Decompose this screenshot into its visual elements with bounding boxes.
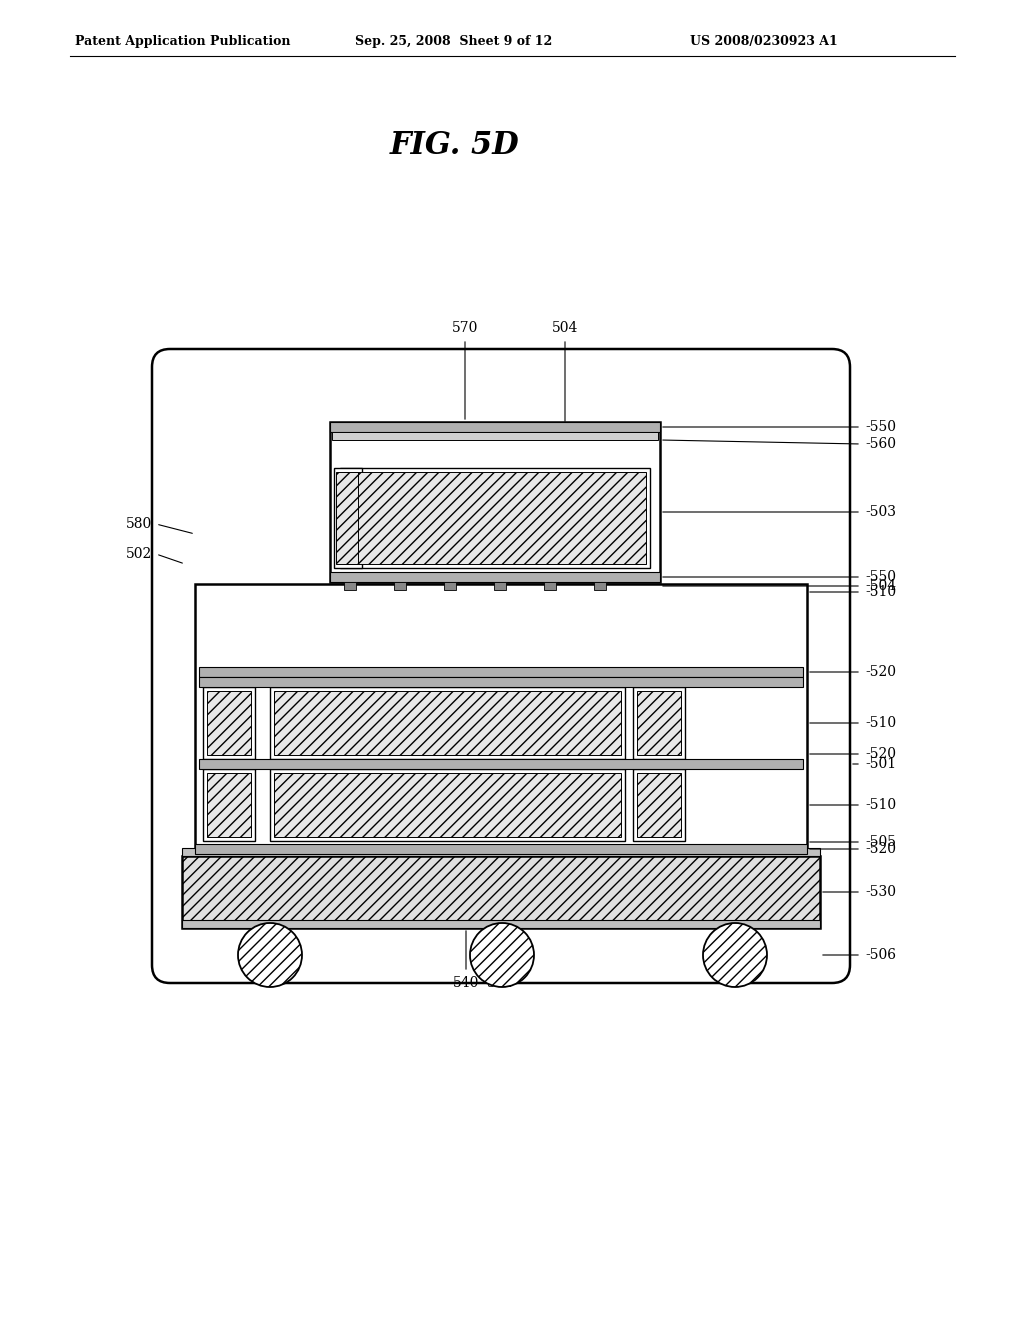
Bar bbox=[330, 572, 660, 582]
Bar bbox=[394, 582, 406, 590]
Text: 580: 580 bbox=[126, 517, 152, 531]
Text: -510: -510 bbox=[865, 715, 896, 730]
Bar bbox=[336, 473, 358, 564]
Bar bbox=[274, 690, 621, 755]
Text: -560: -560 bbox=[865, 437, 896, 451]
Bar bbox=[203, 686, 255, 759]
Bar bbox=[344, 473, 646, 564]
Bar bbox=[633, 770, 685, 841]
Text: -520: -520 bbox=[865, 747, 896, 762]
Bar bbox=[203, 770, 255, 841]
Bar bbox=[195, 843, 807, 854]
Text: -501: -501 bbox=[865, 756, 896, 771]
Bar bbox=[182, 920, 820, 928]
Text: -505: -505 bbox=[865, 836, 896, 849]
Bar bbox=[270, 770, 625, 841]
Bar bbox=[330, 422, 660, 432]
Circle shape bbox=[470, 923, 534, 987]
Bar bbox=[344, 582, 356, 590]
Text: -504: -504 bbox=[865, 579, 896, 593]
Bar bbox=[633, 686, 685, 759]
Text: -530: -530 bbox=[865, 884, 896, 899]
Text: FIG. 5D: FIG. 5D bbox=[390, 129, 520, 161]
Bar bbox=[270, 686, 625, 759]
Bar bbox=[199, 667, 803, 677]
Bar bbox=[444, 582, 456, 590]
Bar bbox=[637, 774, 681, 837]
Bar bbox=[207, 774, 251, 837]
Text: 540: 540 bbox=[453, 975, 479, 990]
Text: -506: -506 bbox=[865, 948, 896, 962]
Bar bbox=[544, 582, 556, 590]
Text: Sep. 25, 2008  Sheet 9 of 12: Sep. 25, 2008 Sheet 9 of 12 bbox=[355, 36, 552, 49]
Bar bbox=[274, 774, 621, 837]
Bar bbox=[182, 855, 820, 928]
Bar bbox=[182, 847, 820, 855]
Text: -520: -520 bbox=[865, 665, 896, 678]
Text: -510: -510 bbox=[865, 799, 896, 812]
Bar bbox=[637, 690, 681, 755]
Text: -550: -550 bbox=[865, 420, 896, 434]
Text: -503: -503 bbox=[865, 506, 896, 519]
Bar bbox=[340, 469, 650, 568]
Text: Patent Application Publication: Patent Application Publication bbox=[75, 36, 291, 49]
Text: -520: -520 bbox=[865, 842, 896, 855]
Text: 570: 570 bbox=[452, 321, 478, 335]
Bar bbox=[334, 469, 362, 568]
Text: -550: -550 bbox=[865, 570, 896, 583]
Text: 504: 504 bbox=[552, 321, 579, 335]
Bar bbox=[207, 690, 251, 755]
Bar bbox=[332, 432, 658, 440]
Circle shape bbox=[238, 923, 302, 987]
Bar bbox=[330, 422, 660, 582]
Text: -510: -510 bbox=[865, 585, 896, 599]
FancyBboxPatch shape bbox=[152, 348, 850, 983]
Text: US 2008/0230923 A1: US 2008/0230923 A1 bbox=[690, 36, 838, 49]
Bar bbox=[199, 677, 803, 686]
Bar bbox=[195, 583, 807, 854]
Text: 532: 532 bbox=[486, 975, 513, 990]
Text: 502: 502 bbox=[126, 546, 152, 561]
Bar bbox=[199, 759, 803, 770]
Circle shape bbox=[703, 923, 767, 987]
Bar bbox=[494, 582, 506, 590]
Bar bbox=[594, 582, 606, 590]
